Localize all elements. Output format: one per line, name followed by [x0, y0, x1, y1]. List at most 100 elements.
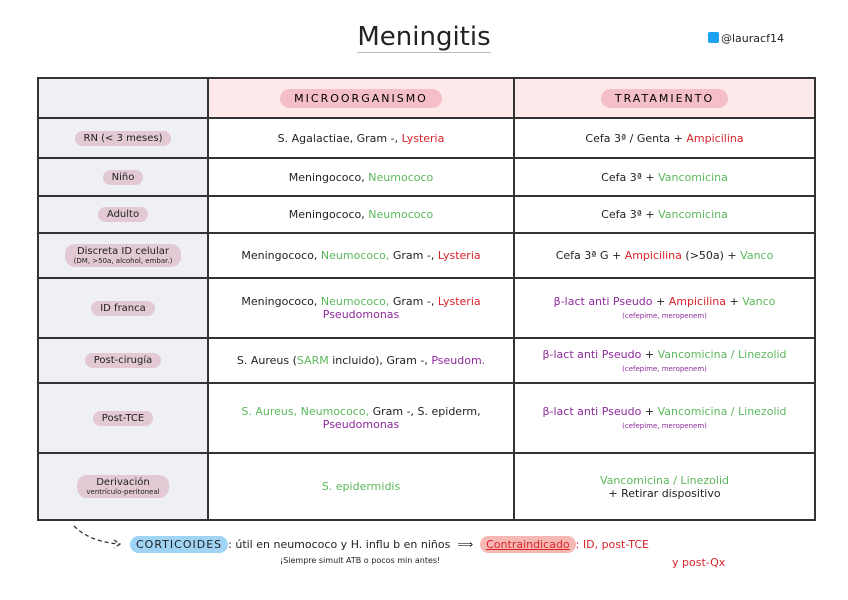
row: Discreta ID celular (DM, >50a, alcohol, e…	[37, 232, 816, 279]
cell-text: Lysteria	[437, 249, 481, 262]
label-text: Derivación	[96, 477, 150, 488]
label-cell: Post-TCE	[37, 382, 209, 454]
header: TRATAMIENTO	[600, 88, 729, 108]
cell-text: Vancomicina / Linezolid	[657, 405, 787, 418]
cell-text: (>50a) +	[681, 249, 741, 262]
row-label: Niño	[102, 169, 144, 185]
cell-line: β-lact anti Pseudo + Vancomicina / Linez…	[519, 405, 810, 418]
treatment-cell: Vancomicina / Linezolid + Retirar disposi…	[513, 452, 816, 521]
cell-text: Ampicilina	[668, 295, 726, 308]
cell-text: Meningococo,	[241, 249, 321, 262]
label-cell: Derivación ventrículo-peritoneal	[37, 452, 209, 521]
cell-text: Gram -,	[392, 295, 438, 308]
micro-cell: S. Aureus (SARM incluido), Gram -, Pseud…	[206, 337, 516, 384]
treatment-cell: Cefa 3ª / Genta + Ampicilina	[513, 117, 816, 159]
cell-line: + Retirar dispositivo	[519, 487, 810, 500]
cell-line: Pseudomonas	[213, 418, 509, 431]
cell-line: (cefepime, meropenem)	[519, 418, 810, 431]
cell-text: Cefa 3ª / Genta +	[585, 131, 687, 145]
row: Post-TCE S. Aureus, Neumococo, Gram -, S.…	[37, 382, 816, 454]
twitter-icon	[708, 32, 719, 43]
micro-cell: Meningococo, Neumococo	[206, 157, 516, 197]
cell-text: (cefepime, meropenem)	[622, 312, 707, 320]
cell-text: +	[641, 347, 658, 361]
contraindicated: Contraindicado	[480, 536, 576, 553]
cell-text: +	[725, 295, 743, 308]
row: RN (< 3 meses) S. Agalactiae, Gram -, Lys…	[37, 117, 816, 159]
label-cell: Post-cirugía	[37, 337, 209, 384]
cell-line: S. Agalactiae, Gram -, Lysteria	[213, 132, 509, 145]
cell-text: Meningococo,	[241, 295, 321, 308]
row-label: ID franca	[91, 300, 155, 316]
micro-cell: S. Aureus, Neumococo, Gram -, S. epiderm…	[206, 382, 516, 454]
label-text: ID franca	[100, 302, 146, 314]
cell-text: Vancomicina	[658, 208, 728, 221]
treatment-cell: Cefa 3ª + Vancomicina	[513, 157, 816, 197]
cell-line: S. epidermidis	[213, 480, 509, 493]
header-cell: TRATAMIENTO	[513, 77, 816, 119]
cell-line: S. Aureus, Neumococo, Gram -, S. epiderm…	[213, 405, 509, 418]
cell-text: S. Aureus, Neumococo,	[241, 405, 373, 418]
title: Meningitis	[0, 22, 848, 53]
row: Post-cirugía S. Aureus (SARM incluido), G…	[37, 337, 816, 384]
row: Niño Meningococo, Neumococo Cefa 3ª + Vanc…	[37, 157, 816, 197]
corticoid-use: : útil en neumococo y H. influ b en niño…	[228, 538, 451, 551]
cell-line: Cefa 3ª + Vancomicina	[519, 171, 810, 184]
micro-cell: Meningococo, Neumococo, Gram -, Lysteria	[206, 232, 516, 279]
label-cell: Niño	[37, 157, 209, 197]
label-text: Niño	[111, 171, 135, 183]
cell-text: S. epidermidis	[321, 480, 401, 493]
cell-text: Pseudom.	[431, 354, 486, 367]
header: MICROORGANISMO	[280, 88, 442, 108]
cell-text: Neumococo,	[320, 295, 393, 308]
treatment-cell: Cefa 3ª + Vancomicina	[513, 195, 816, 234]
table: MICROORGANISMO TRATAMIENTO RN (< 3 meses…	[37, 77, 816, 521]
micro-cell: Meningococo, Neumococo, Gram -, Lysteria…	[206, 277, 516, 339]
cell-line: Cefa 3ª + Vancomicina	[519, 208, 810, 221]
title-text: Meningitis	[357, 22, 491, 53]
cell-line: Meningococo, Neumococo, Gram -, Lysteria	[213, 295, 509, 308]
cell-text: Meningococo,	[288, 170, 369, 184]
header-row: MICROORGANISMO TRATAMIENTO	[37, 77, 816, 119]
table-body: MICROORGANISMO TRATAMIENTO RN (< 3 meses…	[37, 77, 816, 521]
label-text: Adulto	[106, 209, 140, 220]
row: Derivación ventrículo-peritoneal S. epider…	[37, 452, 816, 521]
cell-text: β-lact anti Pseudo	[542, 405, 642, 418]
row-label: Discreta ID celular (DM, >50a, alcohol, e…	[64, 244, 182, 267]
cell-text: S. Agalactiae, Gram -,	[277, 131, 402, 145]
cell-line: (cefepime, meropenem)	[519, 361, 810, 374]
reminder: ¡Siempre simult ATB o pocos min antes!	[280, 556, 441, 565]
label-text: ventrículo-peritoneal	[86, 488, 160, 496]
handle: @lauracf14	[708, 32, 784, 45]
cell-line: β-lact anti Pseudo + Vancomicina / Linez…	[519, 348, 810, 361]
cell-line: Meningococo, Neumococo	[213, 171, 509, 184]
cell-line: S. Aureus (SARM incluido), Gram -, Pseud…	[213, 354, 509, 367]
cell-text: Gram -, S. epiderm,	[372, 405, 481, 418]
treatment-cell: Cefa 3ª G + Ampicilina (>50a) + Vanco	[513, 232, 816, 279]
cell-text: Ampicilina	[686, 131, 744, 145]
cell-line: Cefa 3ª / Genta + Ampicilina	[519, 132, 810, 145]
row-label: Post-cirugía	[84, 353, 162, 368]
cell-text: Gram -,	[392, 249, 438, 262]
label-cell: ID franca	[37, 277, 209, 339]
micro-cell: Meningococo, Neumococo	[206, 195, 516, 234]
label-text: Post-cirugía	[93, 355, 153, 366]
cell-text: +	[652, 295, 669, 308]
cell-line: β-lact anti Pseudo + Ampicilina + Vanco	[519, 295, 810, 308]
cell-text: Ampicilina	[624, 249, 682, 262]
handle-text: @lauracf14	[721, 32, 784, 45]
header-cell: MICROORGANISMO	[206, 77, 516, 119]
cell-text: Lysteria	[437, 295, 481, 308]
row-label: Post-TCE	[92, 410, 154, 426]
cell-text: +	[641, 405, 658, 418]
label-text: Post-TCE	[101, 412, 145, 424]
row-label: RN (< 3 meses)	[74, 130, 172, 146]
row: Adulto Meningococo, Neumococo Cefa 3ª + Va…	[37, 195, 816, 234]
cell-line: Vancomicina / Linezolid	[519, 474, 810, 487]
micro-cell: S. epidermidis	[206, 452, 516, 521]
label-cell: Adulto	[37, 195, 209, 234]
cell-text: (cefepime, meropenem)	[622, 364, 707, 373]
cell-text: Meningococo,	[288, 208, 369, 221]
row-label: Derivación ventrículo-peritoneal	[77, 475, 169, 498]
